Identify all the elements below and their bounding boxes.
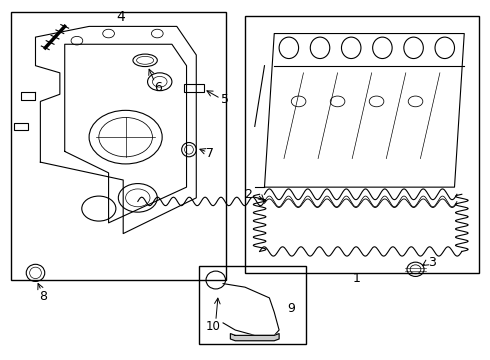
Bar [245,16,479,273]
Text: 9: 9 [287,302,295,315]
Polygon shape [230,334,279,341]
Polygon shape [265,33,464,187]
Text: 6: 6 [154,81,162,94]
Text: 10: 10 [206,320,221,333]
Text: 2: 2 [245,188,252,201]
Bar [11,12,225,280]
Text: 1: 1 [353,272,361,285]
Text: 5: 5 [220,93,228,106]
Text: 4: 4 [117,10,125,24]
Text: 8: 8 [39,289,47,303]
Bar [199,266,306,344]
Text: 3: 3 [428,256,436,269]
Text: 7: 7 [206,147,214,160]
